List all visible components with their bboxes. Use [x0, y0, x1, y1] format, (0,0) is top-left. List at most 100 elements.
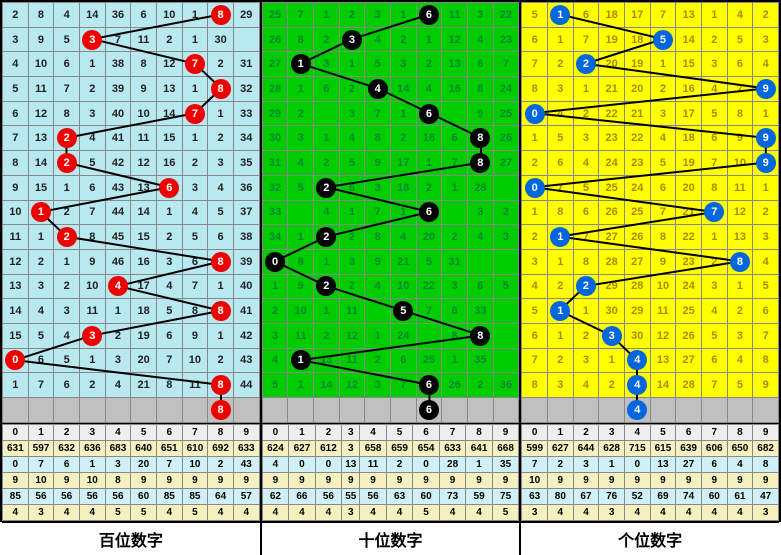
stats-cell: 4 — [262, 505, 289, 521]
stats-cell: 10 — [522, 473, 548, 489]
stats-hdr: 0 — [3, 425, 29, 441]
cell: 4 — [727, 3, 753, 28]
stats-cell: 9 — [233, 473, 259, 489]
cell: 1 — [28, 200, 54, 225]
cell: 1 — [548, 3, 574, 28]
cell: 13 — [676, 3, 702, 28]
stats-cell: 56 — [28, 489, 54, 505]
cell: 4 — [467, 27, 493, 52]
cell: 38 — [233, 225, 259, 250]
stats-cell: 3 — [573, 457, 599, 473]
cell: 25 — [624, 200, 650, 225]
cell: 2 — [262, 299, 288, 324]
cell-gray — [3, 398, 29, 423]
ball: 6 — [159, 178, 179, 198]
cell: 7 — [54, 77, 80, 102]
cell: 10 — [288, 299, 314, 324]
cell: 19 — [676, 151, 702, 176]
cell: 20 — [599, 52, 625, 77]
cell-gray — [493, 398, 519, 423]
cell: 1 — [79, 52, 105, 77]
stats-cell: 631 — [3, 441, 29, 457]
ball: 3 — [82, 326, 102, 346]
stats-col-0: 0123456789631597632636683640651610692633… — [2, 424, 262, 521]
stats-cell: 60 — [413, 489, 440, 505]
stats-cell: 4 — [3, 505, 29, 521]
cell: 8 — [365, 225, 391, 250]
cell: 8 — [522, 373, 548, 398]
cell: 15 — [156, 126, 182, 151]
cell: 39 — [105, 77, 131, 102]
cell: 3 — [365, 175, 391, 200]
cell: 28 — [262, 77, 288, 102]
cell: 41 — [233, 299, 259, 324]
cell: 3 — [548, 373, 574, 398]
cell: 9 — [28, 27, 54, 52]
cell: 27 — [676, 348, 702, 373]
cell: 3 — [79, 27, 105, 52]
cell: 31 — [262, 151, 288, 176]
cell: 6 — [131, 3, 157, 28]
panel-title: 个位数字 — [521, 523, 779, 555]
ball: 7 — [185, 54, 205, 74]
stats-cell: 74 — [676, 489, 702, 505]
stats-cell: 2 — [208, 457, 234, 473]
stats-cell: 9 — [701, 473, 727, 489]
cell: 19 — [624, 52, 650, 77]
ball: 2 — [316, 227, 336, 247]
cell: 3 — [599, 323, 625, 348]
cell: 2 — [599, 373, 625, 398]
cell: 16 — [416, 126, 442, 151]
cell: 3 — [522, 249, 548, 274]
cell: 15 — [28, 175, 54, 200]
stats-cell: 5 — [492, 505, 519, 521]
cell: 8 — [467, 323, 493, 348]
cell: 1 — [208, 274, 234, 299]
stats-cell: 9 — [599, 473, 625, 489]
cell: 22 — [676, 225, 702, 250]
cell: 40 — [105, 101, 131, 126]
cell: 2 — [548, 52, 574, 77]
cell: 22 — [416, 274, 442, 299]
cell: 3 — [442, 274, 468, 299]
cell: 5 — [28, 323, 54, 348]
ball: 2 — [576, 54, 596, 74]
stats-hdr: 9 — [753, 425, 779, 441]
stats-cell: 0 — [413, 457, 440, 473]
stats-cell: 636 — [79, 441, 105, 457]
cell: 13 — [650, 348, 676, 373]
cell: 10 — [3, 200, 29, 225]
cell: 8 — [727, 101, 753, 126]
cell — [233, 27, 259, 52]
stats-cell: 9 — [262, 473, 289, 489]
cell: 5 — [54, 27, 80, 52]
ball: 4 — [108, 276, 128, 296]
cell: 25 — [493, 101, 519, 126]
cell: 3 — [573, 126, 599, 151]
cell — [365, 299, 391, 324]
stats-cell: 7 — [156, 457, 182, 473]
cell: 21 — [599, 77, 625, 102]
cell: 2 — [208, 126, 234, 151]
panel-0: 2841436610182939537112130410613881272315… — [2, 2, 262, 422]
cell: 2 — [339, 3, 365, 28]
ball: 8 — [470, 153, 490, 173]
cell: 3 — [753, 225, 779, 250]
cell: 2 — [54, 200, 80, 225]
cell: 12 — [339, 323, 365, 348]
stats-cell: 63 — [386, 489, 413, 505]
cell-gray — [233, 398, 259, 423]
cell: 5 — [753, 274, 779, 299]
cell: 2 — [54, 126, 80, 151]
ball: 8 — [211, 375, 231, 395]
cell: 3 — [365, 3, 391, 28]
cell: 26 — [442, 373, 468, 398]
cell: 16 — [676, 77, 702, 102]
cell: 14 — [390, 77, 416, 102]
cell-gray: 8 — [208, 398, 234, 423]
cell: 26 — [493, 126, 519, 151]
cell: 1 — [79, 348, 105, 373]
cell: 42 — [105, 151, 131, 176]
cell: 2 — [548, 274, 574, 299]
panel-2: 5161817713142617191851425372220191153648… — [521, 2, 779, 422]
